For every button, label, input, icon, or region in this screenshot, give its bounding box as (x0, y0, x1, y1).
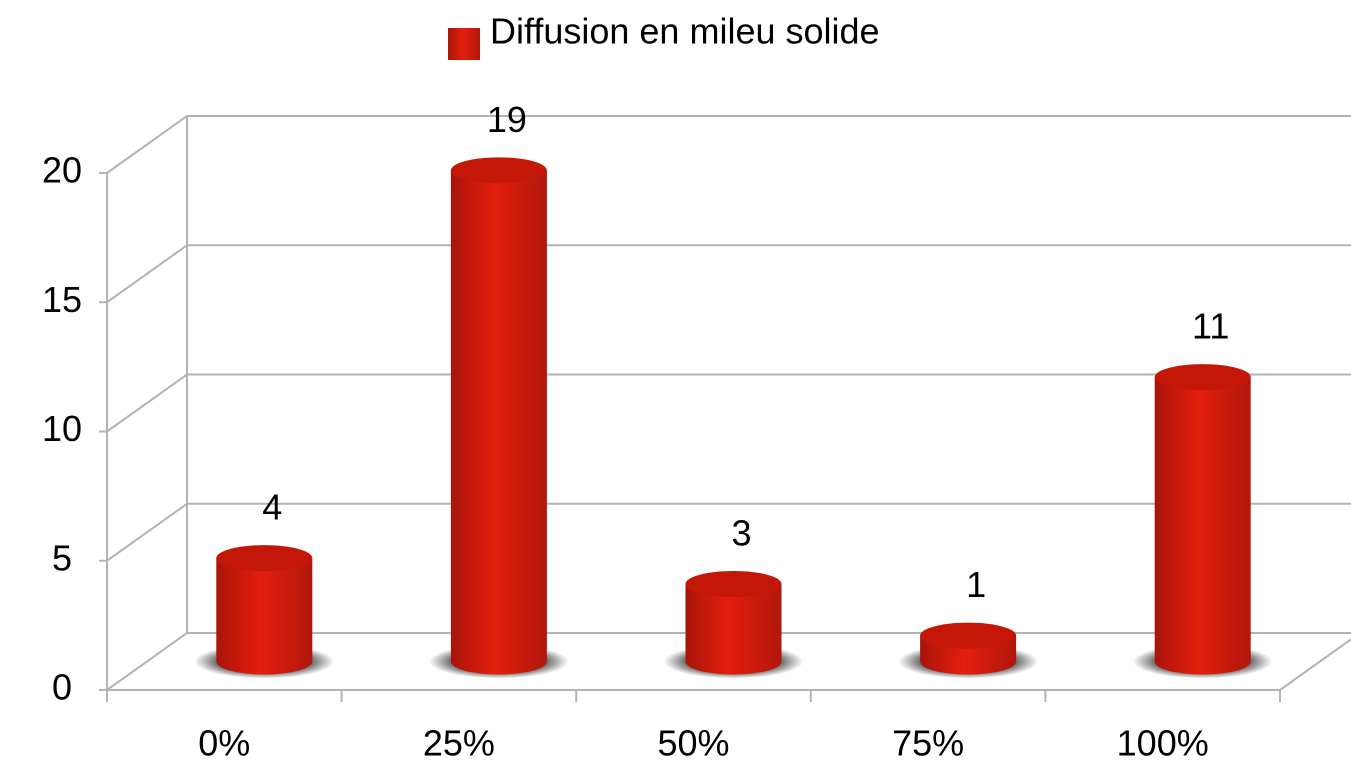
grid-line (106, 244, 1351, 304)
grid-line (106, 502, 1351, 562)
legend-label: Diffusion en mileu solide (490, 11, 880, 52)
legend-swatch (448, 28, 480, 60)
bar-top (685, 570, 782, 597)
y-tick-label: 20 (42, 150, 82, 191)
value-label: 19 (487, 99, 527, 140)
bar (1154, 377, 1251, 675)
y-tick-label: 15 (42, 279, 82, 320)
x-tick-label: 75% (892, 723, 964, 764)
x-tick-label: 0% (198, 723, 250, 764)
value-label: 4 (262, 487, 282, 528)
bar-top (1154, 364, 1251, 391)
x-tick-label: 25% (423, 723, 495, 764)
bar-top (450, 157, 547, 184)
bar (450, 170, 547, 675)
bar (216, 558, 313, 675)
value-label: 3 (731, 512, 751, 553)
bar (685, 583, 782, 675)
grid-line (106, 373, 1351, 433)
bar-top (920, 622, 1017, 649)
value-label: 1 (966, 564, 986, 605)
bar-top (216, 545, 313, 572)
x-tick-label: 100% (1117, 723, 1209, 764)
y-tick-label: 5 (52, 537, 72, 578)
y-tick-label: 10 (42, 408, 82, 449)
grid-line (106, 115, 1351, 174)
y-tick-label: 0 (52, 667, 72, 708)
value-label: 11 (1192, 306, 1229, 347)
x-tick-label: 50% (657, 723, 729, 764)
